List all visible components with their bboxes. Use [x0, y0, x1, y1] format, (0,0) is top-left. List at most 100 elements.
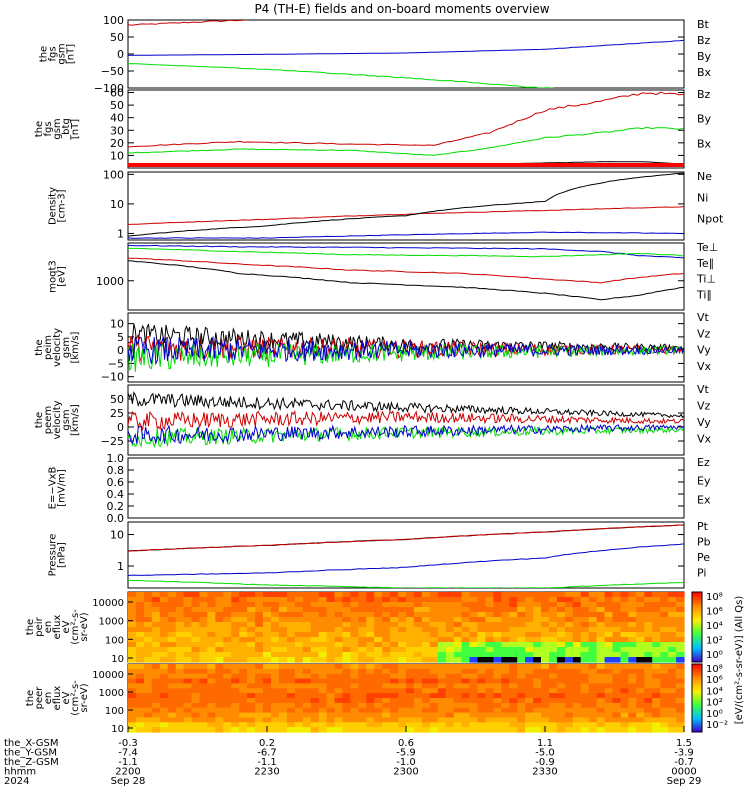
- spectrogram-cell: [294, 707, 304, 714]
- colorbar-tick-label: 10⁻²: [706, 720, 728, 731]
- spectrogram-cell: [525, 693, 534, 699]
- spectrogram-cell: [239, 722, 248, 728]
- spectrogram-cell: [382, 612, 391, 618]
- spectrogram-cell: [413, 622, 423, 628]
- colorbar-tick-label: 10⁴: [706, 621, 723, 632]
- colorbar-tick-label: 10⁸: [706, 592, 723, 603]
- spectrogram-cell: [128, 617, 137, 623]
- spectrogram-cell: [564, 597, 574, 603]
- spectrogram-cell: [556, 727, 566, 733]
- spectrogram-cell: [199, 612, 208, 618]
- spectrogram-cell: [271, 717, 280, 723]
- spectrogram-cell: [556, 612, 566, 618]
- spectrogram-cell: [159, 652, 169, 658]
- spectrogram-cell: [223, 637, 232, 643]
- spectrogram-cell: [247, 668, 256, 675]
- spectrogram-cell: [183, 592, 193, 598]
- spectrogram-cell: [215, 673, 224, 680]
- spectrogram-cell: [350, 678, 359, 685]
- spectrogram-cell: [128, 668, 137, 675]
- spectrogram-cell: [207, 702, 216, 709]
- spectrogram-cell: [620, 688, 629, 694]
- spectrogram-cell: [541, 702, 550, 709]
- spectrogram-cell: [128, 657, 137, 663]
- spectrogram-cell: [342, 727, 351, 733]
- spectrogram-cell: [572, 717, 582, 723]
- spectrogram-cell: [549, 664, 558, 670]
- spectrogram-cell: [406, 632, 415, 638]
- spectrogram-cell: [676, 702, 685, 709]
- spectrogram-cell: [263, 688, 272, 694]
- spectrogram-cell: [549, 693, 558, 699]
- spectrogram-cell: [620, 717, 629, 723]
- spectrogram-cell: [191, 617, 200, 623]
- y-tick-label: 5: [117, 331, 124, 344]
- spectrogram-cell: [501, 642, 510, 648]
- spectrogram-cell: [286, 627, 296, 633]
- spectrogram-cell: [437, 617, 447, 623]
- spectrogram-cell: [517, 702, 526, 709]
- spectrogram-cell: [413, 637, 423, 643]
- spectrogram-cell: [366, 693, 375, 699]
- y-tick-label: 10: [110, 529, 124, 542]
- spectrogram-cell: [644, 673, 653, 680]
- spectrogram-cell: [549, 617, 558, 623]
- spectrogram-cell: [326, 592, 336, 598]
- spectrogram-cell: [556, 688, 566, 694]
- spectrogram-cell: [612, 652, 621, 658]
- spectrogram-cell: [223, 647, 232, 653]
- spectrogram-cell: [143, 607, 153, 613]
- spectrogram-cell: [278, 707, 288, 714]
- spectrogram-cell: [390, 683, 399, 689]
- spectrogram-cell: [199, 627, 208, 633]
- spectrogram-cell: [620, 657, 629, 663]
- spectrogram-cell: [231, 617, 240, 623]
- spectrogram-cell: [406, 597, 415, 603]
- spectrogram-cell: [652, 698, 661, 704]
- spectrogram-cell: [239, 702, 248, 709]
- spectrogram-cell: [517, 683, 526, 689]
- spectrogram-cell: [350, 612, 359, 618]
- spectrogram-cell: [390, 602, 399, 608]
- spectrogram-cell: [604, 698, 614, 704]
- spectrogram-cell: [318, 592, 328, 598]
- spectrogram-cell: [525, 632, 534, 638]
- spectrogram-cell: [382, 647, 391, 653]
- spectrogram-cell: [501, 597, 510, 603]
- spectrogram-cell: [421, 693, 431, 699]
- spectrogram-cell: [263, 592, 272, 598]
- spectrogram-cell: [533, 688, 542, 694]
- spectrogram-cell: [135, 688, 145, 694]
- spectrogram-cell: [429, 668, 439, 675]
- spectrogram-cell: [549, 683, 558, 689]
- spectrogram-cell: [342, 632, 351, 638]
- spectrogram-cell: [191, 622, 200, 628]
- legend-entry: Ti∥: [696, 288, 712, 301]
- spectrogram-cell: [271, 673, 280, 680]
- spectrogram-cell: [588, 678, 598, 685]
- spectrogram-cell: [263, 647, 272, 653]
- spectrogram-cell: [541, 717, 550, 723]
- spectrogram-cell: [445, 647, 455, 653]
- spectrogram-cell: [390, 693, 399, 699]
- spectrogram-cell: [549, 592, 558, 598]
- spectrogram-cell: [652, 652, 661, 658]
- spectrogram-cell: [398, 707, 407, 714]
- spectrogram-cell: [588, 673, 598, 680]
- spectrogram-cell: [175, 717, 185, 723]
- spectrogram-cell: [652, 722, 661, 728]
- spectrogram-cell: [366, 592, 375, 598]
- spectrogram-cell: [525, 717, 534, 723]
- spectrogram-cell: [620, 712, 629, 719]
- spectrogram-cell: [556, 673, 566, 680]
- spectrogram-cell: [310, 727, 320, 733]
- spectrogram-cell: [421, 617, 431, 623]
- spectrogram-cell: [223, 702, 232, 709]
- spectrogram-cell: [263, 712, 272, 719]
- spectrogram-cell: [525, 622, 534, 628]
- spectrogram-cell: [167, 693, 177, 699]
- y-tick-label: 50: [110, 393, 124, 406]
- spectrogram-cell: [278, 702, 288, 709]
- spectrogram-cell: [374, 627, 383, 633]
- time-axis-value: Sep 29: [667, 776, 702, 787]
